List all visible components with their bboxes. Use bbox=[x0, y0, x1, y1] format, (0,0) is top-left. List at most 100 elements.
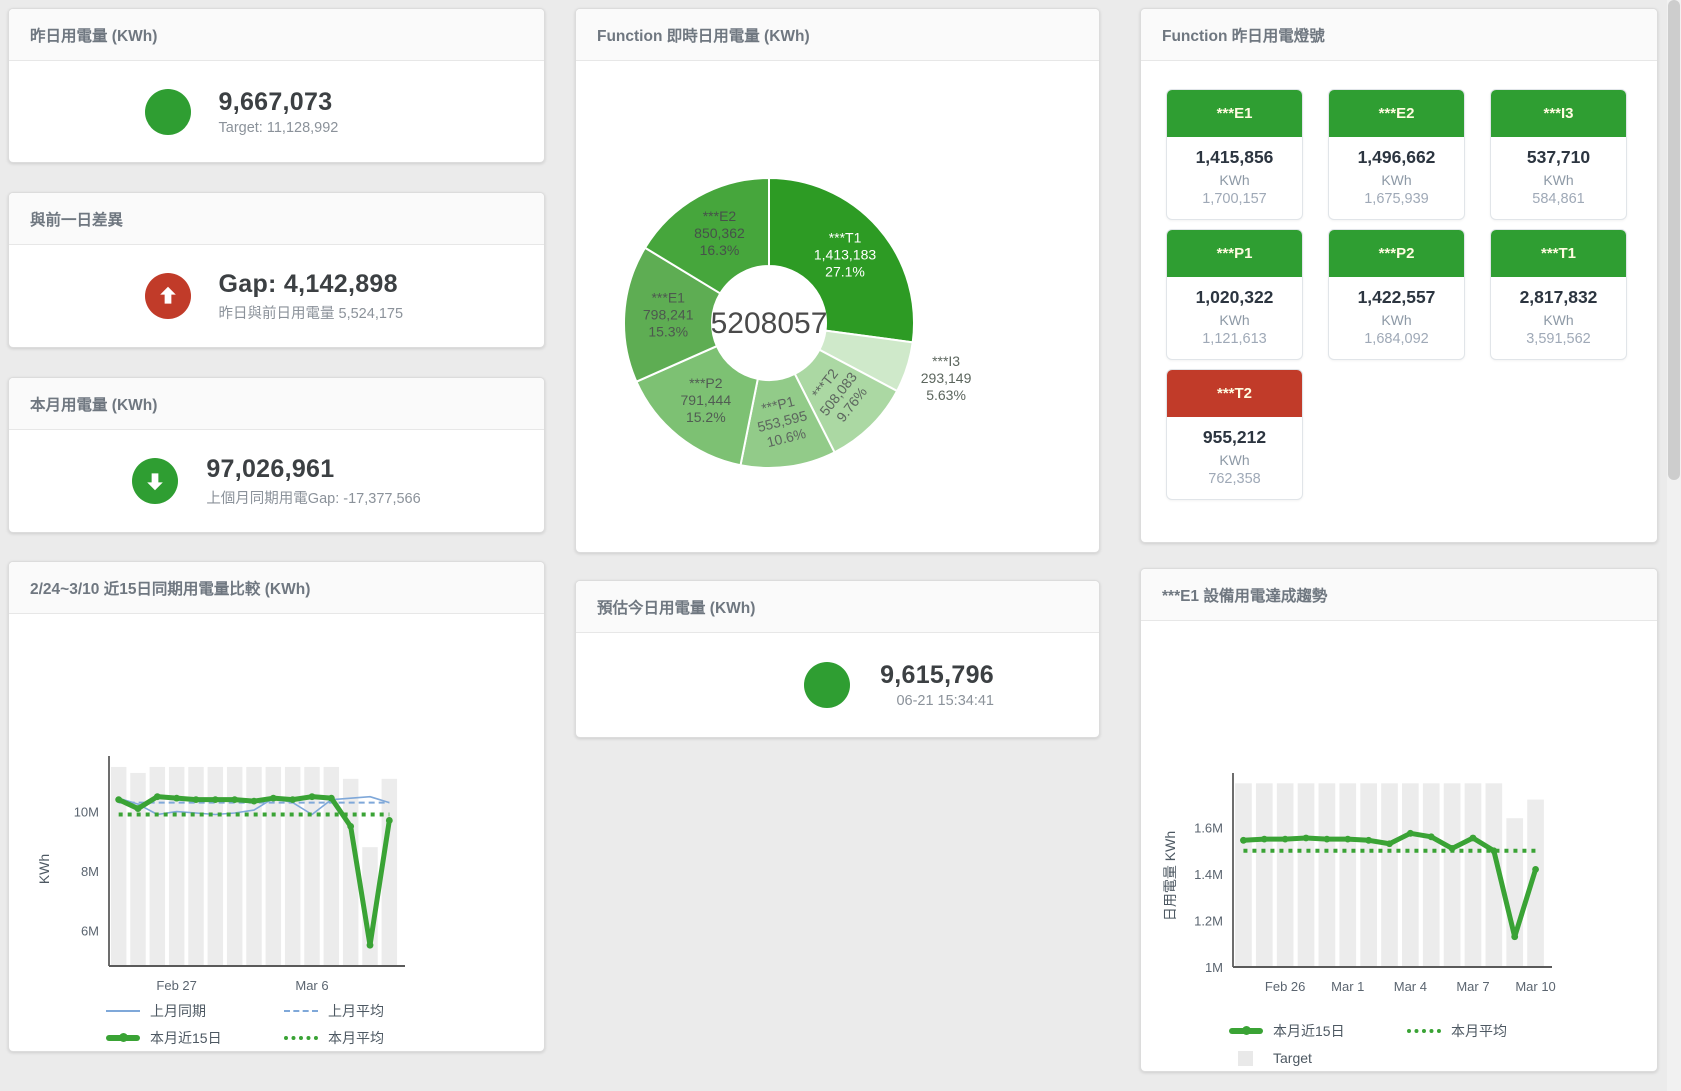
donut-slice-T1[interactable] bbox=[768, 176, 915, 344]
tile-unit: KWh bbox=[1381, 312, 1412, 328]
target-bar bbox=[1255, 783, 1273, 967]
target-bar bbox=[284, 766, 301, 966]
donut-slice-E1[interactable] bbox=[623, 246, 722, 384]
vertical-scrollbar[interactable] bbox=[1667, 0, 1681, 1091]
donut-slice-E2[interactable] bbox=[643, 176, 770, 295]
donut-center-total: 5208057 bbox=[711, 307, 828, 340]
legend-item-本月平均[interactable]: 本月平均 bbox=[284, 1027, 462, 1049]
legend-item-本月近15日[interactable]: 本月近15日 bbox=[1229, 1020, 1407, 1042]
column-left: 昨日用電量 (KWh) 9,667,073 Target: 11,128,992… bbox=[8, 8, 545, 1072]
compare-chart: 6M 8M 10M Feb 27 Mar 6 KWh bbox=[36, 756, 405, 993]
stat-subtitle: Target: 11,128,992 bbox=[218, 119, 339, 136]
legend-item-上月同期[interactable]: 上月同期 bbox=[106, 1000, 284, 1022]
card-title: 2/24~3/10 近15日同期用電量比較 (KWh) bbox=[9, 562, 544, 614]
tile-P2: ***P2 1,422,557 KWh 1,684,092 bbox=[1328, 229, 1465, 360]
tile-status-header: ***P1 bbox=[1167, 230, 1302, 277]
tile-unit: KWh bbox=[1381, 172, 1412, 188]
series-point bbox=[1511, 933, 1519, 941]
card-today-forecast: 預估今日用電量 (KWh) 9,615,796 06-21 15:34:41 bbox=[575, 580, 1100, 738]
series-point bbox=[1344, 835, 1352, 843]
e1-trend-chart: 1M 1.2M 1.4M 1.6M Feb 26 Mar 1 Mar 4 Mar 7 Mar 1… bbox=[1162, 773, 1556, 994]
series-point bbox=[1469, 834, 1477, 842]
target-bar bbox=[1297, 783, 1315, 967]
donut-slice-label: ***E2 850,362 16.3% bbox=[694, 208, 745, 258]
card-e1-trend-chart: ***E1 設備用電達成趨勢 1M 1.2M 1.4M 1.6M Feb 26 Mar 1… bbox=[1140, 568, 1658, 1072]
series-point bbox=[115, 796, 123, 804]
tile-unit: KWh bbox=[1543, 312, 1574, 328]
donut-slice-P2[interactable] bbox=[635, 344, 759, 467]
tile-target-value: 1,700,157 bbox=[1202, 191, 1267, 207]
tile-value: 1,422,557 bbox=[1357, 287, 1436, 307]
series-point bbox=[289, 796, 297, 804]
tile-unit: KWh bbox=[1219, 452, 1250, 468]
card-month-usage: 本月用電量 (KWh) 97,026,961 上個月同期用電Gap: -17,3… bbox=[8, 377, 545, 533]
legend-label: 上月平均 bbox=[328, 1003, 384, 1019]
tile-T2: ***T2 955,212 KWh 762,358 bbox=[1166, 369, 1303, 500]
target-bar bbox=[1360, 783, 1377, 967]
target-bar bbox=[1506, 818, 1524, 967]
series-point bbox=[231, 796, 239, 804]
target-bar bbox=[1422, 783, 1440, 967]
legend-swatch-green-thick-icon bbox=[106, 1033, 140, 1042]
target-bar bbox=[207, 766, 224, 966]
tile-E2: ***E2 1,496,662 KWh 1,675,939 bbox=[1328, 89, 1465, 220]
series-point bbox=[385, 817, 393, 824]
series-point bbox=[1323, 835, 1331, 843]
x-tick-label: Mar 7 bbox=[1456, 979, 1489, 994]
green-status-circle-icon bbox=[804, 662, 851, 708]
legend-item-上月平均[interactable]: 上月平均 bbox=[284, 1000, 462, 1022]
legend-label: 本月近15日 bbox=[1273, 1023, 1345, 1039]
x-tick-label: Feb 26 bbox=[1265, 979, 1305, 994]
series-point bbox=[1406, 829, 1414, 837]
legend-item-本月平均[interactable]: 本月平均 bbox=[1407, 1020, 1585, 1042]
stat-value: 9,615,796 bbox=[880, 661, 994, 689]
y-tick-label: 1M bbox=[1205, 960, 1223, 975]
card-day-gap: 與前一日差異 Gap: 4,142,898 昨日與前日用電量 5,524,175 bbox=[8, 192, 545, 348]
tile-body: 2,817,832 KWh 3,591,562 bbox=[1491, 277, 1626, 359]
tile-T1: ***T1 2,817,832 KWh 3,591,562 bbox=[1490, 229, 1627, 360]
legend-item-本月近15日[interactable]: 本月近15日 bbox=[106, 1027, 284, 1049]
x-tick-label: Feb 27 bbox=[156, 978, 196, 993]
tile-body: 1,415,856 KWh 1,700,157 bbox=[1167, 137, 1302, 219]
e1-trend-chart-legend: 本月近15日 本月平均 Target bbox=[1229, 1020, 1657, 1069]
donut-slice-label: ***E1 798,241 15.3% bbox=[643, 290, 694, 340]
y-tick-label: 10M bbox=[74, 805, 99, 820]
red-up-arrow-icon bbox=[144, 273, 191, 319]
series-point bbox=[1281, 835, 1289, 843]
legend-swatch-green-dot-icon bbox=[1407, 1029, 1441, 1033]
legend-item-Target[interactable]: Target bbox=[1229, 1047, 1407, 1069]
stat-timestamp: 06-21 15:34:41 bbox=[896, 693, 994, 709]
target-bar bbox=[168, 766, 185, 966]
target-bar bbox=[381, 778, 398, 966]
legend-swatch-green-dot-icon bbox=[284, 1036, 318, 1040]
tile-target-value: 3,591,562 bbox=[1526, 331, 1591, 347]
realtime-donut-chart: ***T1 1,413,183 27.1%***I3 293,149 5.63%***T… bbox=[623, 176, 972, 469]
series-point bbox=[366, 941, 374, 949]
legend-label: 本月平均 bbox=[328, 1030, 384, 1046]
target-bar bbox=[149, 766, 166, 966]
target-bar bbox=[1443, 783, 1461, 967]
series-point bbox=[1386, 840, 1393, 848]
column-middle: Function 即時日用電量 (KWh) ***T1 1,413,183 27.1… bbox=[575, 8, 1100, 1072]
tile-status-header: ***E1 bbox=[1167, 90, 1302, 137]
stat-body: 97,026,961 上個月同期用電Gap: -17,377,566 bbox=[9, 430, 544, 532]
stat-value: 9,667,073 bbox=[218, 87, 333, 116]
legend-label: 本月平均 bbox=[1451, 1023, 1507, 1039]
series-point bbox=[192, 796, 200, 804]
target-bar bbox=[226, 766, 243, 966]
legend-label: Target bbox=[1273, 1050, 1312, 1066]
card-status-tiles: Function 昨日用電燈號 ***E1 1,415,856 KWh 1,700,1… bbox=[1140, 8, 1658, 543]
card-title: Function 即時日用電量 (KWh) bbox=[576, 9, 1099, 61]
card-yesterday-usage: 昨日用電量 (KWh) 9,667,073 Target: 11,128,992 bbox=[8, 8, 545, 163]
card-title: 與前一日差異 bbox=[9, 193, 544, 245]
scrollbar-thumb[interactable] bbox=[1668, 0, 1680, 480]
compare-chart-legend: 上月同期上月平均本月近15日本月平均Target bbox=[106, 1000, 544, 1051]
tile-status-header: ***T1 bbox=[1491, 230, 1626, 277]
card-compare-chart: 2/24~3/10 近15日同期用電量比較 (KWh) 6M 8M 10M Feb 2… bbox=[8, 561, 545, 1052]
y-axis-label: 日用電量 KWh bbox=[1162, 831, 1178, 921]
x-tick-label: Mar 1 bbox=[1331, 979, 1364, 994]
series-point bbox=[173, 794, 181, 802]
x-tick-label: Mar 10 bbox=[1515, 979, 1555, 994]
tile-body: 537,710 KWh 584,861 bbox=[1491, 137, 1626, 219]
